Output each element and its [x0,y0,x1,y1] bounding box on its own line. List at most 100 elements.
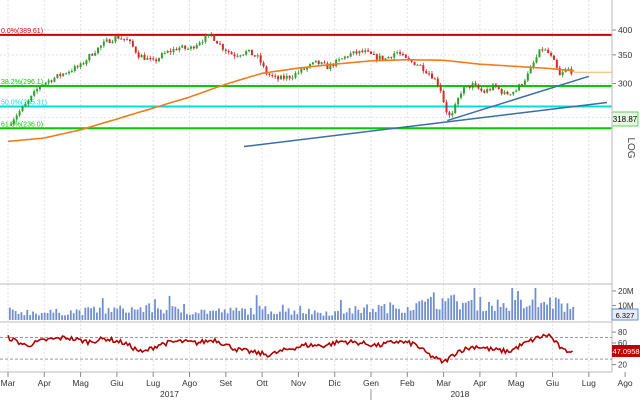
month-tick-label: Dic [329,378,342,388]
candle-body [515,90,518,92]
month-tick-label: Lug [582,378,596,388]
volume-bar [380,306,383,320]
volume-bar [453,294,456,320]
fib-level-label: 50.0%(265.31) [1,99,47,106]
candle-body [271,74,274,76]
volume-bar [61,315,63,320]
candle-body [67,71,70,74]
volume-bar [136,309,139,320]
volume-bar [287,308,290,320]
volume-bar [549,297,551,320]
price-gridlines [0,29,612,119]
candle-body [465,85,468,88]
candle-body [282,75,285,79]
candle-body [309,64,312,68]
candle-body [166,50,169,53]
candle-body [102,41,105,46]
candle-body [372,54,375,56]
volume-bar [409,310,412,320]
volume-bar [168,295,171,320]
candle-body [454,104,457,114]
volume-bar [569,308,572,320]
volume-bar [441,298,444,320]
candle-body [428,73,431,75]
volume-bar [392,304,395,320]
candle-body [21,106,24,112]
candle-body [279,75,282,80]
candle-body [253,55,256,57]
volume-bar [435,308,438,320]
candle-body [311,62,314,65]
fibonacci-levels: 0.0%(389.61) 38.2%(296.1) 50.0%(265.31) 61.… [0,28,612,130]
volume-last-label: 6.327 [616,311,635,320]
volume-bar [14,311,17,320]
volume-bar [220,312,223,320]
candle-body [207,34,210,36]
candle-body [483,90,486,93]
rsi-tick-label: 20 [618,361,627,370]
volume-bar [127,312,130,320]
volume-bar [255,295,258,320]
month-tick-label: Apr [38,378,51,388]
candle-body [155,59,158,62]
candle-body [489,89,492,91]
volume-bar [101,298,104,320]
volume-bar [26,310,29,320]
candle-body [216,40,219,44]
candle-body [65,73,68,75]
candle-body [541,49,544,51]
candle-body [326,63,329,70]
volume-bar [116,308,119,320]
candle-body [123,38,126,40]
volume-bar [20,312,23,320]
volume-bar [142,312,145,320]
candle-body [425,71,428,74]
candle-body [143,55,146,60]
volume-bar [313,310,316,320]
volume-bar [427,298,429,320]
volume-bar [148,303,151,320]
candle-body [422,65,425,72]
candle-body [38,86,41,90]
volume-bar [104,313,107,320]
candle-body [30,95,33,101]
candle-body [294,73,297,78]
volume-bar [528,305,531,320]
candle-body [561,72,564,76]
candle-body [413,61,416,66]
candle-body [474,83,477,85]
candle-body [480,88,483,91]
volume-bar [331,315,334,320]
volume-bar [499,307,502,320]
volume-bar [145,305,148,320]
volume-bar [508,310,511,320]
volume-bar [200,309,203,320]
candle-body [50,80,53,82]
candle-body [462,87,465,94]
volume-bar [40,313,43,320]
volume-bar [398,308,400,320]
candle-body [317,60,320,64]
candle-body [126,39,129,41]
volume-bar [334,311,336,320]
volume-bar [159,309,162,320]
volume-bar [98,307,101,320]
candle-body [184,45,187,49]
volume-bar [261,309,264,320]
last-price-tag: 318.87 [611,111,639,127]
candle-body [187,48,190,50]
month-tick-label: Ott [256,378,268,388]
volume-bar [374,311,377,320]
rsi-last-label: 47.0958 [612,347,639,356]
candle-body [349,53,352,57]
candle-body [457,97,460,105]
month-tick-label: Set [219,378,232,388]
candle-body [47,80,50,83]
candle-body [218,43,221,45]
volume-bar [183,304,185,320]
candle-body [506,91,509,95]
candle-body [158,58,161,62]
candle-body [323,62,326,64]
volume-bar [46,313,49,320]
volume-bar [345,312,348,320]
